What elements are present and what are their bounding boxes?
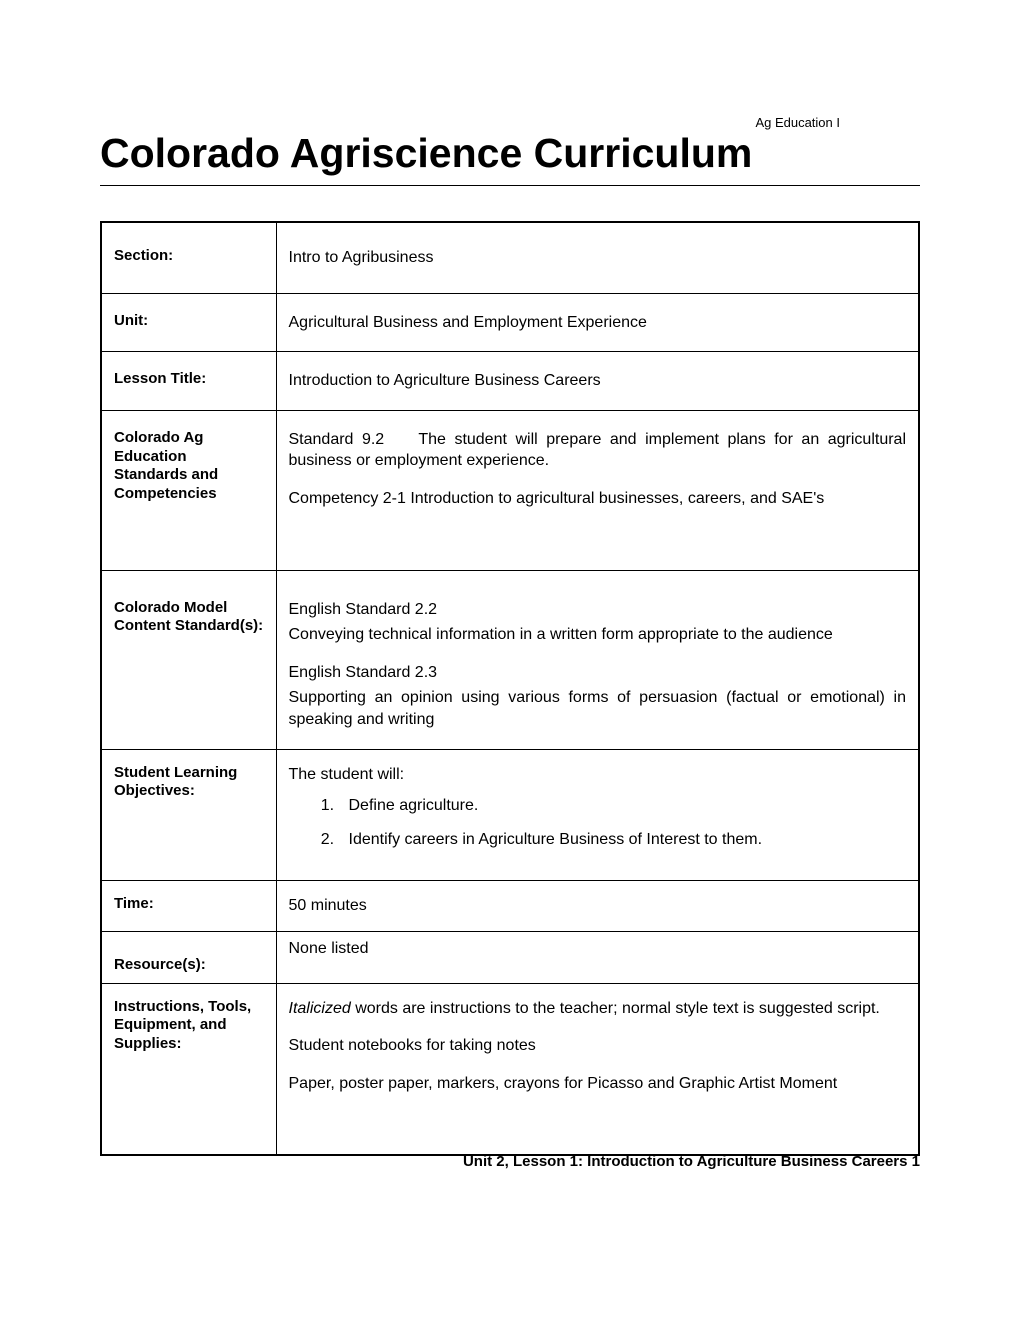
list-item: Define agriculture.	[339, 795, 907, 817]
model-label: Colorado Model Content Standard(s):	[101, 570, 276, 749]
section-value: Intro to Agribusiness	[276, 222, 919, 293]
unit-value: Agricultural Business and Employment Exp…	[276, 293, 919, 352]
instructions-italic: Italicized	[289, 1000, 351, 1017]
resources-label: Resource(s):	[101, 931, 276, 983]
table-row: Time: 50 minutes	[101, 881, 919, 932]
time-value: 50 minutes	[276, 881, 919, 932]
instructions-line2: Student notebooks for taking notes	[289, 1035, 907, 1057]
section-label: Section:	[101, 222, 276, 293]
table-row: Lesson Title: Introduction to Agricultur…	[101, 352, 919, 411]
model-value: English Standard 2.2 Conveying technical…	[276, 570, 919, 749]
header-tag: Ag Education I	[755, 115, 840, 130]
objectives-label: Student Learning Objectives:	[101, 749, 276, 881]
model-std2-title: English Standard 2.3	[289, 662, 907, 684]
unit-label: Unit:	[101, 293, 276, 352]
standards-value: Standard 9.2 The student will prepare an…	[276, 410, 919, 570]
standard-number: Standard 9.2	[289, 431, 385, 448]
table-row: Colorado Ag Education Standards and Comp…	[101, 410, 919, 570]
page-title: Colorado Agriscience Curriculum	[100, 130, 920, 177]
instructions-label: Instructions, Tools, Equipment, and Supp…	[101, 983, 276, 1155]
time-label: Time:	[101, 881, 276, 932]
list-item: Identify careers in Agriculture Business…	[339, 829, 907, 851]
table-row: Unit: Agricultural Business and Employme…	[101, 293, 919, 352]
table-row: Resource(s): None listed	[101, 931, 919, 983]
table-row: Colorado Model Content Standard(s): Engl…	[101, 570, 919, 749]
resources-value: None listed	[276, 931, 919, 983]
lesson-title-label: Lesson Title:	[101, 352, 276, 411]
table-row: Student Learning Objectives: The student…	[101, 749, 919, 881]
objectives-value: The student will: Define agriculture. Id…	[276, 749, 919, 881]
objectives-list: Define agriculture. Identify careers in …	[339, 795, 907, 850]
standards-label: Colorado Ag Education Standards and Comp…	[101, 410, 276, 570]
instructions-value: Italicized words are instructions to the…	[276, 983, 919, 1155]
instructions-line3: Paper, poster paper, markers, crayons fo…	[289, 1073, 907, 1095]
curriculum-table: Section: Intro to Agribusiness Unit: Agr…	[100, 221, 920, 1156]
table-row: Section: Intro to Agribusiness	[101, 222, 919, 293]
model-std1-title: English Standard 2.2	[289, 599, 907, 621]
table-row: Instructions, Tools, Equipment, and Supp…	[101, 983, 919, 1155]
competency-text: Competency 2-1 Introduction to agricultu…	[289, 488, 907, 510]
model-std2-text: Supporting an opinion using various form…	[289, 687, 907, 730]
lesson-title-value: Introduction to Agriculture Business Car…	[276, 352, 919, 411]
objectives-intro: The student will:	[289, 764, 907, 786]
instructions-rest: words are instructions to the teacher; n…	[351, 1000, 880, 1017]
title-rule	[100, 185, 920, 186]
footer-text: Unit 2, Lesson 1: Introduction to Agricu…	[463, 1153, 920, 1170]
model-std1-text: Conveying technical information in a wri…	[289, 624, 907, 646]
